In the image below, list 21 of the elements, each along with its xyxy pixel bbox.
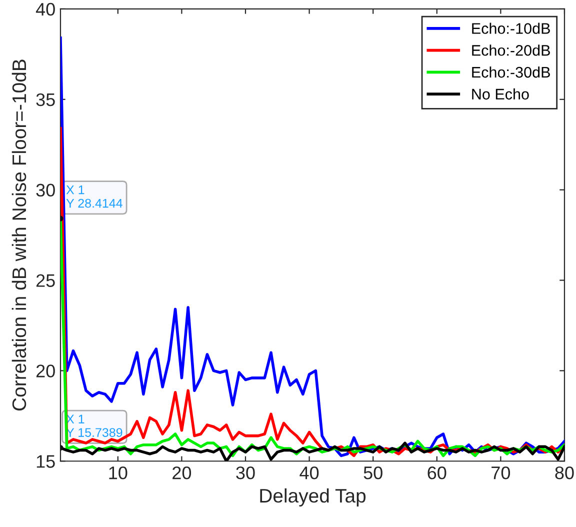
x-tick-label: 10 [109,466,128,480]
x-tick-label: 40 [300,466,319,480]
legend-label: Echo:-30dB [472,66,550,78]
x-tick-label: 20 [172,466,192,480]
y-tick-label: 35 [36,93,55,106]
annotation: X 1 Y 28.4144 [66,186,122,208]
x-tick-label: 80 [555,466,574,480]
y-tick-label: 40 [36,2,55,16]
x-tick-label: 30 [236,466,255,480]
x-tick-label: 60 [428,466,446,480]
y-tick-label: 30 [36,184,55,197]
y-tick-label: 15 [36,455,55,468]
x-axis-title: Delayed Tap [260,488,366,506]
y-tick-label: 20 [36,364,55,378]
legend-label: Echo:-10dB [472,22,550,34]
y-axis-title: Correlation in dB with Noise Floor=-10dB [12,60,26,410]
legend-label: No Echo [472,88,529,100]
y-tick-label: 25 [36,274,55,287]
x-tick-label: 70 [492,466,510,480]
legend-label: Echo:-20dB [472,44,550,56]
x-tick-label: 50 [364,466,382,480]
